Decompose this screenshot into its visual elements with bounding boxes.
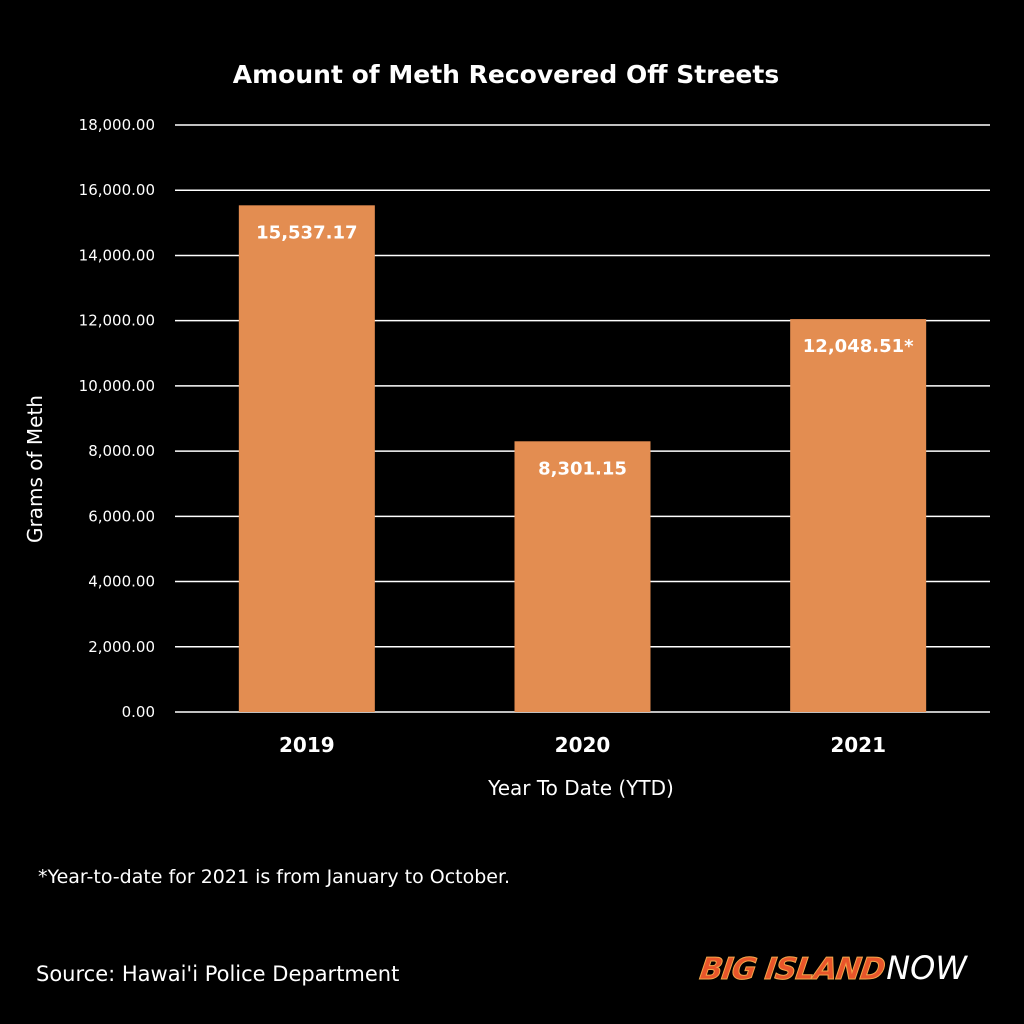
y-tick-label: 14,000.00: [79, 246, 155, 264]
y-tick-label: 8,000.00: [88, 442, 155, 460]
bars: [238, 205, 927, 713]
y-tick-label: 16,000.00: [79, 181, 155, 199]
data-label-2021: 12,048.51*: [803, 336, 914, 357]
y-axis-title: Grams of Meth: [23, 395, 47, 543]
x-axis-category-labels: 2019 2020 2021: [279, 733, 886, 757]
y-tick-label: 18,000.00: [79, 116, 155, 134]
bar-2021: [790, 319, 927, 712]
y-tick-label: 6,000.00: [88, 507, 155, 525]
data-label-2020: 8,301.15: [538, 458, 627, 479]
chart-title: Amount of Meth Recovered Off Streets: [233, 60, 779, 89]
y-tick-label: 4,000.00: [88, 573, 155, 591]
x-category-label-2019: 2019: [279, 733, 335, 757]
y-tick-label: 10,000.00: [79, 377, 155, 395]
y-axis-tick-labels: 0.00 2,000.00 4,000.00 6,000.00 8,000.00 10,0…: [79, 116, 155, 721]
big-island-now-logo: BIG ISLANDNOW: [697, 949, 967, 988]
footnote: *Year-to-date for 2021 is from January t…: [38, 866, 511, 888]
logo-now-text: NOW: [886, 949, 967, 987]
bar-2020: [514, 441, 651, 712]
logo-big-island-text: BIG ISLAND: [697, 952, 887, 988]
x-axis-title: Year To Date (YTD): [487, 776, 674, 800]
y-tick-label: 12,000.00: [79, 312, 155, 330]
y-tick-label: 2,000.00: [88, 638, 155, 656]
x-category-label-2020: 2020: [555, 733, 611, 757]
data-label-2019: 15,537.17: [256, 222, 357, 243]
y-tick-label: 0.00: [122, 703, 155, 721]
data-labels: 15,537.17 8,301.15 12,048.51*: [256, 222, 914, 479]
source-credit: Source: Hawai'i Police Department: [36, 962, 400, 986]
x-category-label-2021: 2021: [830, 733, 886, 757]
bar-2019: [238, 205, 375, 713]
